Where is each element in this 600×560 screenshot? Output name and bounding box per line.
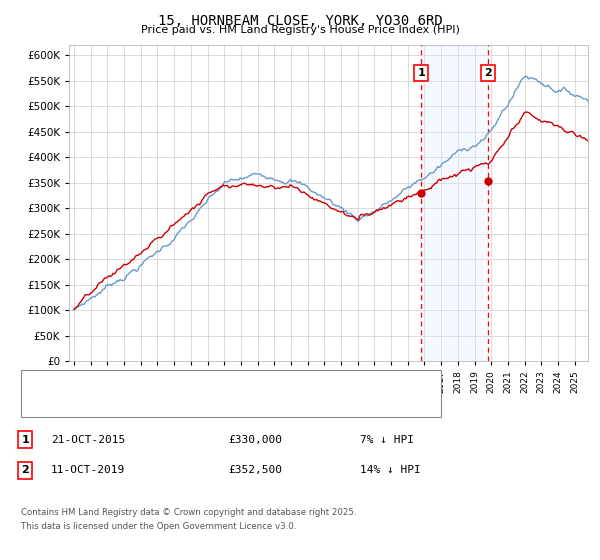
Text: 2: 2: [22, 465, 29, 475]
Text: 1: 1: [417, 68, 425, 78]
Text: 15, HORNBEAM CLOSE, YORK, YO30 6RD: 15, HORNBEAM CLOSE, YORK, YO30 6RD: [158, 14, 442, 28]
Text: 2: 2: [484, 68, 492, 78]
Text: £330,000: £330,000: [228, 435, 282, 445]
Text: 7% ↓ HPI: 7% ↓ HPI: [360, 435, 414, 445]
Text: —: —: [30, 376, 44, 390]
Text: This data is licensed under the Open Government Licence v3.0.: This data is licensed under the Open Gov…: [21, 522, 296, 531]
Text: —: —: [30, 398, 44, 412]
Text: 15, HORNBEAM CLOSE, YORK, YO30 6RD (detached house): 15, HORNBEAM CLOSE, YORK, YO30 6RD (deta…: [54, 378, 359, 388]
Bar: [421, 45, 488, 361]
Text: £352,500: £352,500: [228, 465, 282, 475]
Text: 11-OCT-2019: 11-OCT-2019: [51, 465, 125, 475]
Text: 1: 1: [22, 435, 29, 445]
Text: 21-OCT-2015: 21-OCT-2015: [51, 435, 125, 445]
Text: Contains HM Land Registry data © Crown copyright and database right 2025.: Contains HM Land Registry data © Crown c…: [21, 508, 356, 517]
Text: 14% ↓ HPI: 14% ↓ HPI: [360, 465, 421, 475]
Text: Price paid vs. HM Land Registry's House Price Index (HPI): Price paid vs. HM Land Registry's House …: [140, 25, 460, 35]
Text: HPI: Average price, detached house, York: HPI: Average price, detached house, York: [54, 400, 269, 410]
